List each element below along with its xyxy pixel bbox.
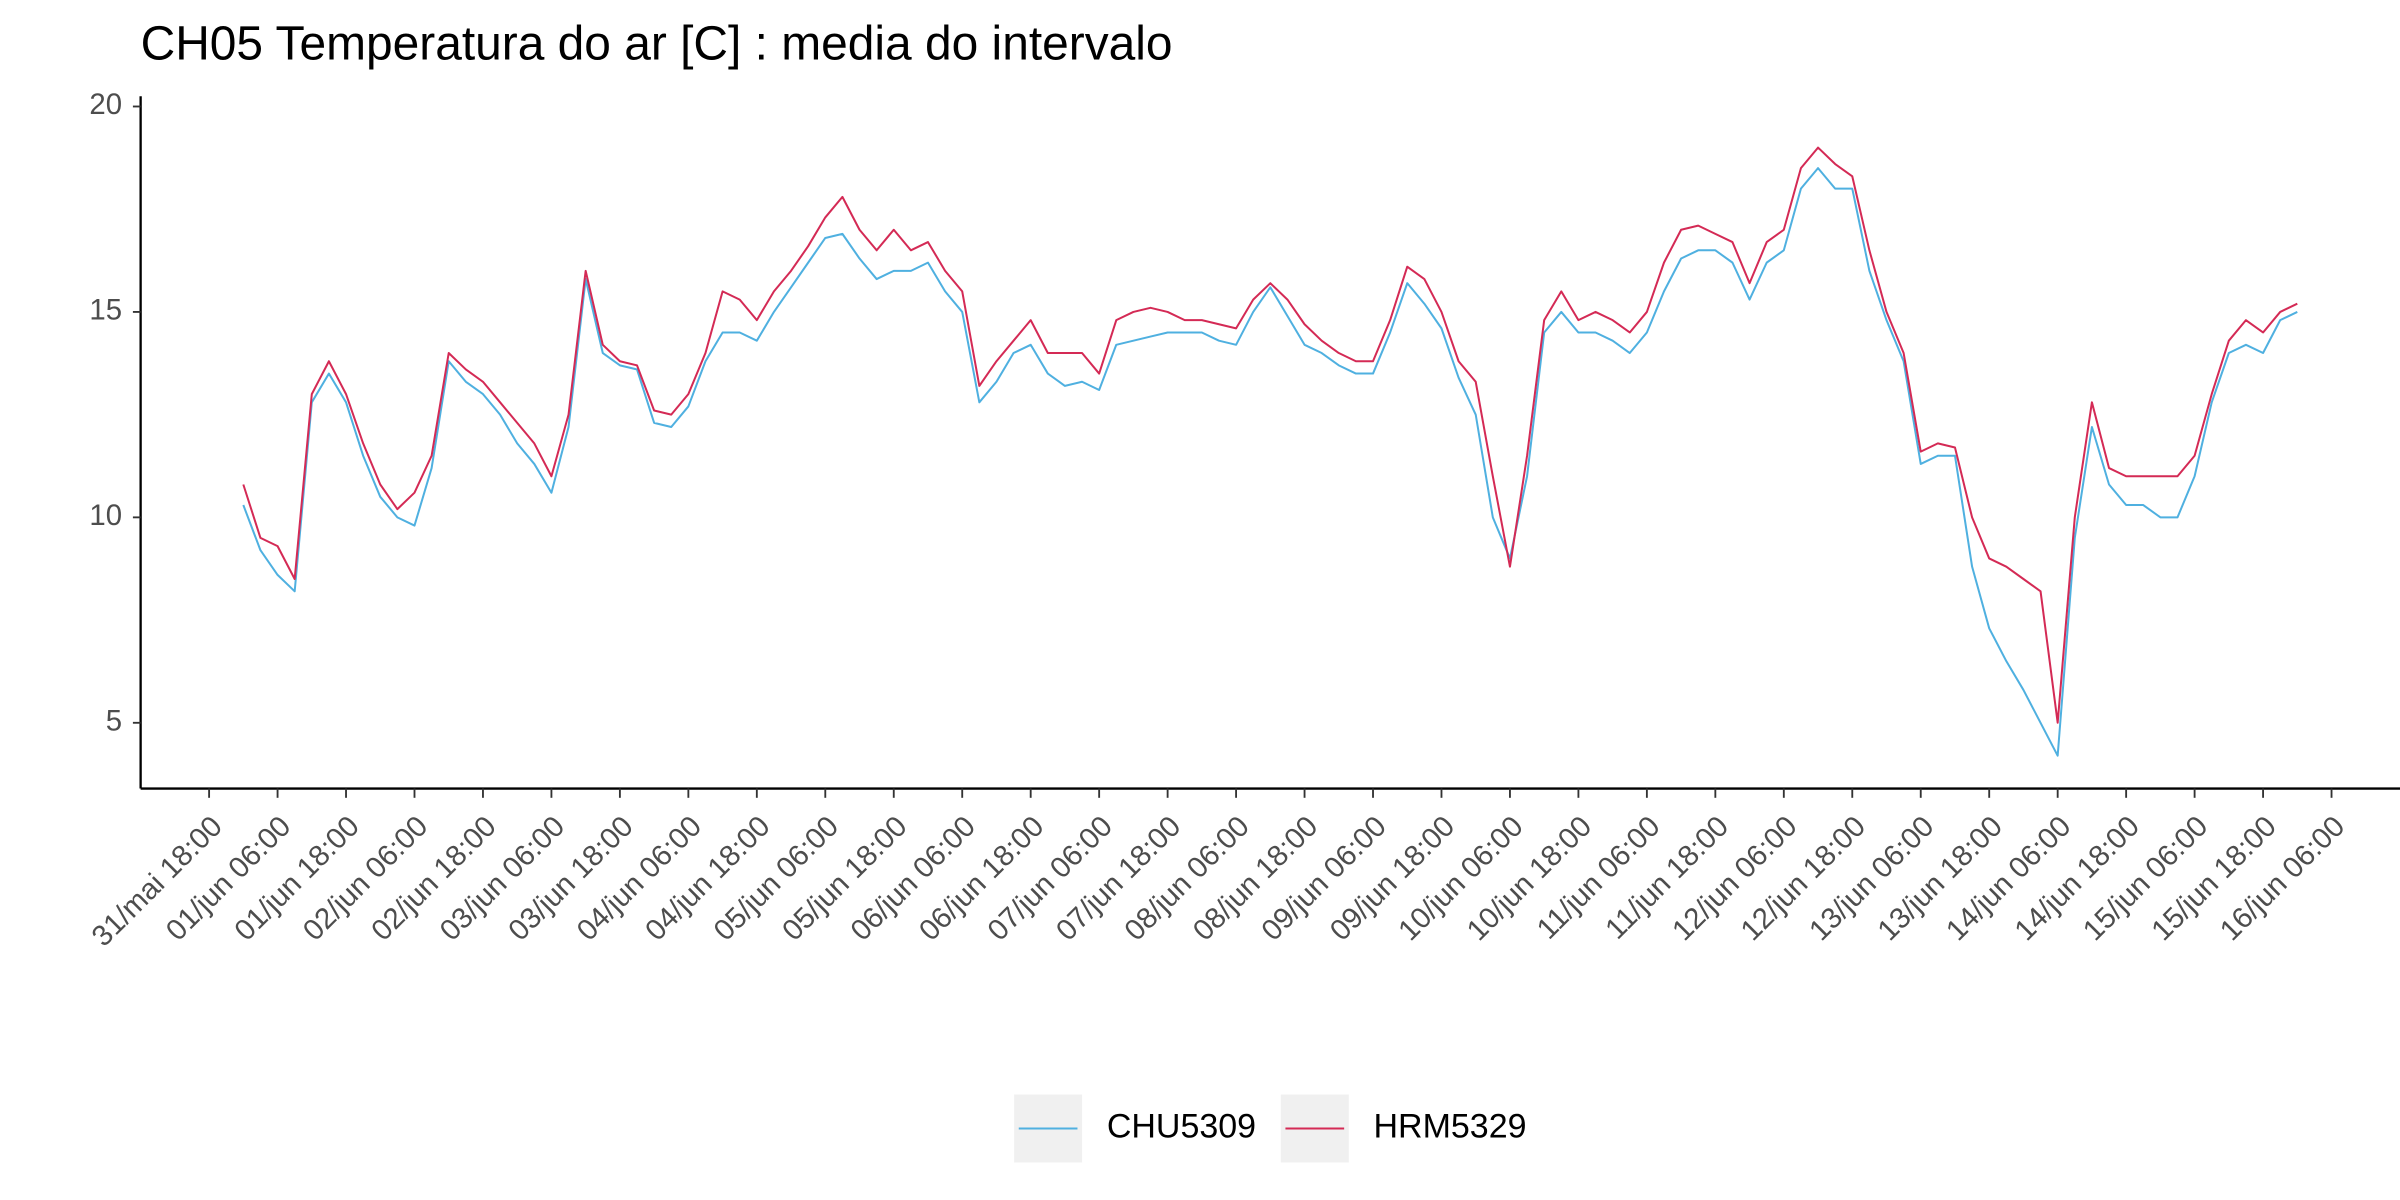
y-tick-label: 10 bbox=[89, 499, 122, 532]
legend: CHU5309 HRM5329 bbox=[1014, 1094, 1527, 1163]
chart-title: CH05 Temperatura do ar [C] : media do in… bbox=[141, 17, 1173, 70]
y-tick-label: 15 bbox=[89, 294, 122, 327]
series-line bbox=[242, 167, 2298, 757]
series-line bbox=[242, 146, 2298, 724]
y-tick-label: 5 bbox=[106, 705, 122, 738]
legend-label: CHU5309 bbox=[1107, 1108, 1256, 1146]
legend-label: HRM5329 bbox=[1374, 1108, 1527, 1146]
y-tick-label: 20 bbox=[89, 88, 122, 121]
